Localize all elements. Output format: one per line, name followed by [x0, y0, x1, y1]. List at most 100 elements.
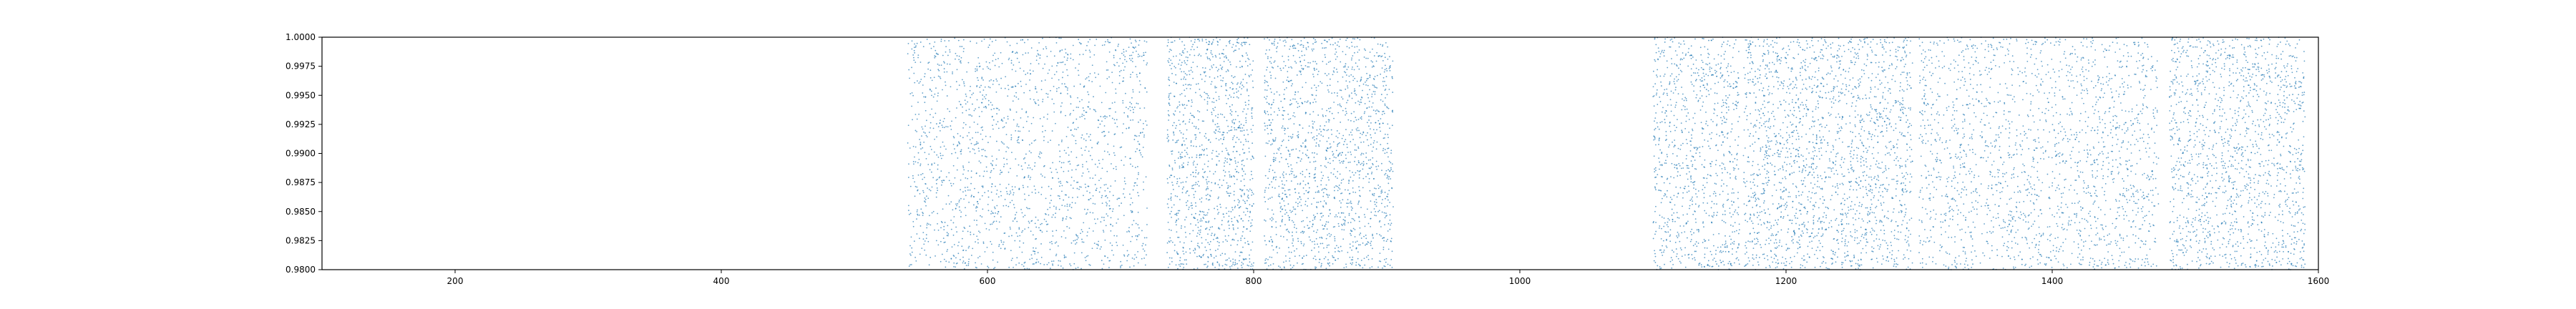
data-point [1212, 119, 1214, 121]
data-point [1370, 115, 1372, 117]
data-point [1186, 64, 1188, 66]
data-point [984, 251, 986, 252]
data-point [960, 149, 962, 151]
data-point [1231, 114, 1233, 116]
data-point [1199, 198, 1201, 200]
data-point [955, 263, 957, 265]
data-point [990, 109, 992, 111]
data-point [1191, 213, 1193, 215]
data-point [1084, 149, 1086, 152]
data-point [1721, 46, 1722, 47]
data-point [914, 185, 917, 187]
data-point [1218, 196, 1219, 198]
data-point [1734, 211, 1736, 213]
data-point [953, 137, 955, 139]
data-point [934, 93, 936, 95]
data-point [1038, 63, 1040, 65]
data-point [1342, 144, 1345, 145]
data-point [1113, 254, 1115, 256]
data-point [1375, 112, 1377, 114]
data-point [1376, 141, 1378, 143]
data-point [1349, 170, 1351, 172]
data-point [1722, 102, 1724, 104]
data-point [1035, 262, 1037, 264]
data-point [1244, 102, 1246, 103]
data-point [1360, 118, 1362, 120]
data-point [1238, 202, 1240, 204]
data-point [1039, 151, 1041, 153]
data-point [956, 145, 958, 147]
data-point [1167, 266, 1169, 268]
data-point [1135, 41, 1137, 43]
data-point [1110, 223, 1111, 225]
data-point [1242, 231, 1244, 232]
data-point [1722, 116, 1724, 117]
data-point [1000, 141, 1002, 143]
data-point [970, 86, 972, 87]
data-point [1124, 59, 1126, 61]
data-point [1304, 139, 1307, 141]
data-point [1143, 189, 1145, 191]
data-point [1174, 176, 1176, 177]
data-point [948, 261, 950, 263]
data-point [1354, 160, 1355, 162]
data-point [1275, 221, 1277, 223]
data-point [960, 57, 962, 59]
data-point [1189, 121, 1190, 123]
data-point [1303, 255, 1305, 258]
data-point [1658, 139, 1660, 142]
data-point [1358, 186, 1360, 188]
data-point [1360, 78, 1362, 80]
data-point [1052, 235, 1054, 237]
data-point [1123, 77, 1125, 79]
data-point [1314, 139, 1315, 141]
data-point [910, 236, 912, 238]
data-point [1735, 175, 1737, 177]
data-point [1195, 170, 1197, 171]
data-point [1104, 195, 1106, 197]
data-point [1004, 198, 1006, 200]
data-point [1055, 122, 1056, 124]
data-point [1051, 177, 1053, 179]
data-point [935, 255, 936, 257]
data-point [1185, 84, 1186, 85]
data-point [1654, 120, 1655, 122]
data-point [1253, 262, 1254, 264]
data-point [962, 173, 964, 175]
data-point [1194, 249, 1196, 251]
data-point [962, 262, 964, 264]
data-point [1214, 235, 1216, 237]
data-point [1206, 266, 1208, 268]
data-point [1242, 111, 1244, 112]
data-point [1292, 136, 1294, 138]
data-point [1008, 266, 1010, 268]
data-point [1357, 146, 1360, 148]
data-point [1226, 212, 1228, 215]
data-point [1193, 160, 1195, 162]
data-point [1679, 175, 1681, 177]
data-point [1024, 228, 1026, 230]
data-point [1206, 176, 1209, 178]
data-point [930, 171, 932, 173]
data-point [1716, 215, 1717, 216]
data-point [1218, 160, 1220, 162]
data-point [1224, 83, 1226, 85]
data-point [1095, 222, 1097, 225]
data-point [1116, 119, 1118, 121]
data-point [1385, 88, 1387, 90]
data-point [1246, 89, 1248, 90]
data-point [1131, 202, 1133, 204]
data-point [1030, 254, 1033, 256]
data-point [1199, 74, 1201, 76]
data-point [1216, 155, 1217, 157]
data-point [1166, 137, 1169, 139]
data-point [1703, 226, 1704, 228]
data-point [1380, 94, 1382, 95]
data-point [937, 75, 940, 77]
data-point [1692, 203, 1693, 205]
data-point [943, 68, 945, 69]
data-point [1287, 230, 1289, 232]
data-point [1199, 210, 1201, 212]
data-point [1188, 206, 1190, 208]
data-point [1227, 187, 1229, 188]
